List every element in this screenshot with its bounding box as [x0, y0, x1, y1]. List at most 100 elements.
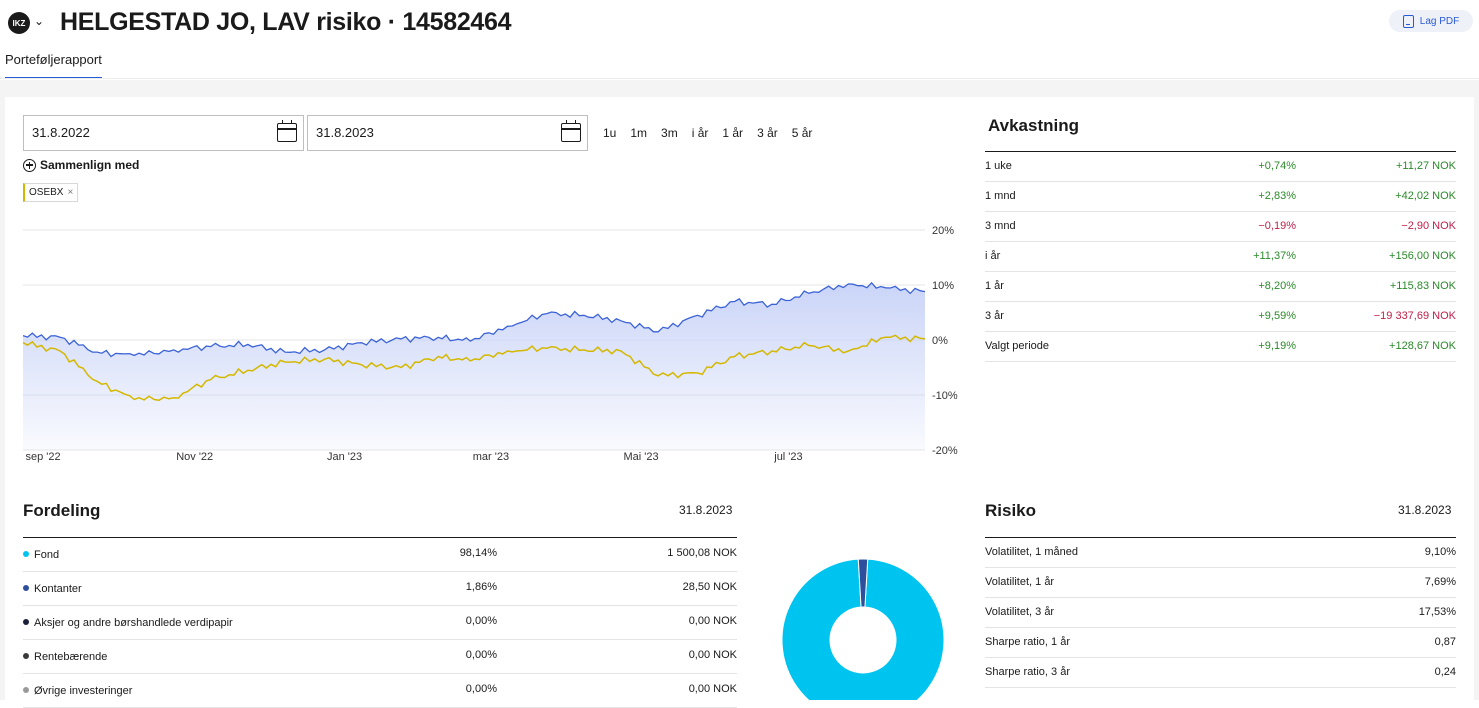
from-date-value: 31.8.2022: [32, 125, 90, 140]
risk-row: Sharpe ratio, 1 år 0,87: [985, 628, 1456, 658]
risk-title: Risiko: [985, 501, 1037, 520]
distribution-percent: 0,00%: [465, 649, 497, 661]
x-tick-label: mar '23: [473, 451, 509, 463]
returns-amount: +156,00 NOK: [1389, 250, 1456, 262]
distribution-row: Fond 98,14% 1 500,08 NOK: [23, 538, 737, 572]
returns-percent: +11,37%: [1253, 250, 1296, 262]
distribution-row: Aksjer og andre børshandlede verdipapir 0…: [23, 606, 737, 640]
returns-amount: +42,02 NOK: [1395, 190, 1456, 202]
distribution-amount: 0,00 NOK: [688, 649, 737, 661]
period-3y-button[interactable]: 3 år: [757, 126, 778, 140]
compare-with-button[interactable]: Sammenlign med: [23, 158, 139, 172]
distribution-amount: 0,00 NOK: [688, 683, 737, 695]
x-tick-label: jul '23: [773, 451, 802, 463]
risk-row: Sharpe ratio, 3 år 0,24: [985, 658, 1456, 688]
y-tick-label: -10%: [932, 390, 958, 402]
legend-dot-icon: [23, 687, 29, 693]
portfolio-line: [22, 281, 926, 358]
period-5y-button[interactable]: 5 år: [791, 126, 813, 140]
distribution-row: Rentebærende 0,00% 0,00 NOK: [23, 640, 737, 674]
y-axis: 20% 10% 0% -10% -20%: [932, 225, 958, 457]
distribution-percent: 98,14%: [459, 547, 497, 559]
tab-portfolio-report[interactable]: Porteføljerapport: [5, 52, 102, 79]
returns-percent: −0,19%: [1258, 220, 1296, 232]
risk-date: 31.8.2023: [1398, 503, 1452, 517]
returns-percent: +9,19%: [1258, 340, 1296, 352]
period-1u-button[interactable]: 1u: [603, 126, 617, 140]
risk-row: Volatilitet, 1 år 7,69%: [985, 568, 1456, 598]
distribution-label: Kontanter: [34, 583, 82, 595]
from-date-field[interactable]: 31.8.2022: [23, 115, 304, 151]
returns-row: 1 år +8,20% +115,83 NOK: [985, 272, 1456, 302]
risk-row: Volatilitet, 1 måned 9,10%: [985, 538, 1456, 568]
divider: [0, 78, 1479, 79]
returns-period-label: 1 uke: [985, 160, 1012, 172]
returns-row: 3 år +9,59% −19 337,69 NOK: [985, 302, 1456, 332]
distribution-donut-chart: [781, 558, 945, 700]
returns-row: i år +11,37% +156,00 NOK: [985, 242, 1456, 272]
risk-value: 9,10%: [1424, 546, 1456, 558]
donut-slice: [781, 558, 945, 700]
performance-chart[interactable]: 20% 10% 0% -10% -20% sep '22 Nov '22 Jan '23 ma…: [0, 215, 975, 465]
to-date-field[interactable]: 31.8.2023: [307, 115, 588, 151]
distribution-amount: 28,50 NOK: [682, 581, 737, 593]
risk-value: 0,87: [1434, 636, 1456, 648]
distribution-table: Fond 98,14% 1 500,08 NOK Kontanter 1,86% 28,5…: [23, 537, 737, 708]
distribution-percent: 0,00%: [465, 615, 497, 627]
risk-row: Volatilitet, 3 år 17,53%: [985, 598, 1456, 628]
benchmark-chip: OSEBX ×: [23, 183, 79, 202]
distribution-label-cell: Rentebærende: [23, 651, 107, 663]
pdf-icon: [1402, 14, 1414, 28]
returns-period-label: 3 mnd: [985, 220, 1016, 232]
x-tick-label: Jan '23: [327, 451, 362, 463]
returns-amount: +115,83 NOK: [1389, 280, 1456, 292]
distribution-row: Kontanter 1,86% 28,50 NOK: [23, 572, 737, 606]
returns-period-label: i år: [985, 250, 1001, 262]
add-circle-icon: [23, 158, 36, 172]
x-tick-label: sep '22: [25, 451, 60, 463]
returns-period-label: 1 mnd: [985, 190, 1016, 202]
returns-percent: +8,20%: [1258, 280, 1296, 292]
x-tick-label: Mai '23: [624, 451, 659, 463]
returns-row: 1 uke +0,74% +11,27 NOK: [985, 152, 1456, 182]
returns-amount: +128,67 NOK: [1389, 340, 1456, 352]
period-1y-button[interactable]: 1 år: [722, 126, 744, 140]
period-ytd-button[interactable]: i år: [691, 126, 709, 140]
distribution-label-cell: Øvrige investeringer: [23, 685, 132, 697]
distribution-label-cell: Kontanter: [23, 583, 82, 595]
chevron-down-icon[interactable]: ⌄: [34, 14, 45, 28]
returns-row: 1 mnd +2,83% +42,02 NOK: [985, 182, 1456, 212]
period-1m-button[interactable]: 1m: [630, 126, 648, 140]
returns-title: Avkastning: [988, 116, 1080, 135]
returns-percent: +2,83%: [1258, 190, 1296, 202]
y-tick-label: 20%: [932, 225, 954, 237]
distribution-label: Rentebærende: [34, 651, 108, 663]
distribution-label: Øvrige investeringer: [34, 685, 133, 697]
period-3m-button[interactable]: 3m: [661, 126, 678, 140]
legend-dot-icon: [23, 653, 29, 659]
returns-period-label: Valgt periode: [985, 340, 1050, 352]
distribution-date: 31.8.2023: [679, 503, 733, 517]
create-pdf-button[interactable]: Lag PDF: [1389, 10, 1473, 32]
close-icon[interactable]: ×: [67, 187, 74, 198]
calendar-icon[interactable]: [277, 120, 297, 142]
risk-label: Volatilitet, 1 år: [985, 576, 1055, 588]
risk-label: Volatilitet, 1 måned: [985, 546, 1078, 558]
distribution-title: Fordeling: [23, 501, 101, 520]
distribution-label-cell: Aksjer og andre børshandlede verdipapir: [23, 617, 233, 629]
risk-value: 0,24: [1434, 666, 1456, 678]
distribution-percent: 1,86%: [465, 581, 497, 593]
calendar-icon[interactable]: [561, 120, 581, 142]
risk-label: Volatilitet, 3 år: [985, 606, 1055, 618]
risk-value: 7,69%: [1424, 576, 1456, 588]
distribution-amount: 1 500,08 NOK: [667, 547, 737, 559]
to-date-value: 31.8.2023: [316, 125, 374, 140]
donut-slice: [857, 558, 869, 608]
page-title: HELGESTAD JO, LAV risiko · 14582464: [60, 8, 512, 36]
returns-percent: +0,74%: [1258, 160, 1296, 172]
y-tick-label: 10%: [932, 280, 954, 292]
legend-dot-icon: [23, 585, 29, 591]
distribution-label: Fond: [34, 549, 60, 561]
returns-row: Valgt periode +9,19% +128,67 NOK: [985, 332, 1456, 362]
brand-logo[interactable]: IKZ: [8, 12, 30, 34]
